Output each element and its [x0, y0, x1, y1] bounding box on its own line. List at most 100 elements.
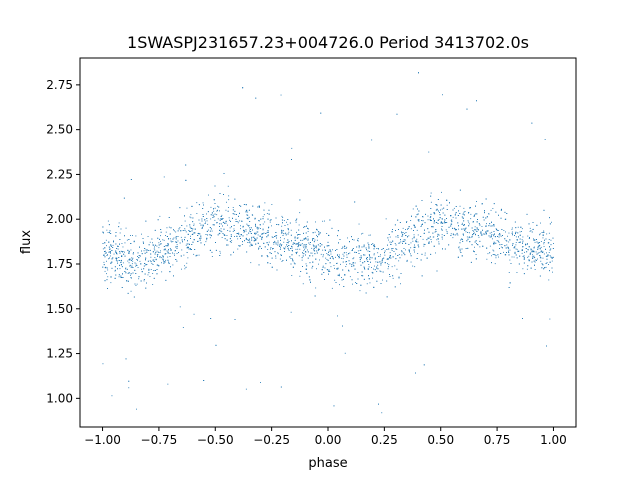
data-point — [474, 214, 475, 216]
data-point — [463, 211, 465, 213]
data-point — [501, 229, 503, 230]
data-point — [310, 252, 312, 254]
data-point — [498, 236, 500, 238]
data-point — [450, 223, 452, 225]
data-point — [421, 225, 422, 227]
data-point — [166, 245, 168, 247]
data-point — [238, 233, 240, 235]
data-point — [536, 259, 537, 261]
data-point — [102, 363, 104, 365]
data-point — [163, 262, 165, 264]
data-point — [519, 234, 521, 236]
data-point — [456, 233, 458, 235]
data-point — [224, 238, 226, 240]
data-point — [235, 221, 237, 222]
data-point — [416, 229, 418, 231]
data-point — [176, 260, 178, 262]
data-point — [224, 222, 225, 224]
data-point — [158, 244, 160, 246]
data-point — [295, 252, 297, 254]
data-point — [329, 219, 331, 221]
data-point — [458, 246, 460, 248]
data-point — [537, 252, 539, 254]
data-point — [369, 234, 371, 236]
data-point — [267, 243, 269, 245]
data-point — [295, 248, 297, 250]
data-point — [470, 261, 472, 263]
data-point — [432, 226, 434, 228]
data-point — [222, 225, 223, 227]
data-point — [437, 233, 439, 235]
data-point — [367, 242, 369, 244]
data-point — [373, 254, 375, 256]
data-point — [370, 261, 371, 263]
data-point — [337, 267, 339, 269]
data-point — [263, 209, 265, 211]
data-point — [438, 241, 440, 243]
data-point — [401, 232, 403, 234]
data-point — [463, 214, 465, 216]
data-point — [299, 199, 301, 201]
data-point — [156, 250, 158, 252]
data-point — [371, 244, 373, 245]
data-point — [531, 261, 533, 263]
data-point — [325, 263, 327, 265]
data-point — [148, 272, 150, 274]
data-point — [143, 250, 145, 252]
data-point — [261, 238, 263, 240]
data-point — [219, 193, 221, 194]
data-point — [405, 235, 407, 236]
data-point — [232, 213, 234, 215]
data-point — [108, 224, 110, 226]
data-point — [471, 235, 473, 237]
data-point — [357, 239, 358, 241]
data-point — [527, 265, 529, 267]
data-point — [358, 245, 360, 247]
data-point — [410, 253, 411, 255]
data-point — [537, 246, 539, 248]
data-point — [364, 254, 366, 256]
data-point — [509, 282, 511, 284]
data-point — [201, 218, 203, 220]
data-point — [495, 211, 497, 213]
data-point — [268, 226, 270, 228]
data-point — [473, 233, 474, 234]
data-point — [219, 255, 221, 256]
data-point — [493, 235, 494, 237]
data-point — [234, 210, 236, 212]
data-point — [240, 228, 241, 230]
data-point — [128, 239, 130, 240]
data-point — [463, 220, 465, 222]
data-point — [155, 251, 157, 253]
data-point — [257, 242, 259, 244]
data-point — [110, 262, 112, 264]
data-point — [399, 257, 401, 259]
data-point — [107, 288, 108, 289]
data-point — [455, 212, 457, 214]
data-point — [205, 221, 206, 223]
data-point — [395, 230, 396, 231]
data-point — [159, 215, 161, 217]
data-point — [464, 211, 466, 212]
data-point — [294, 236, 296, 238]
data-point — [522, 256, 524, 257]
data-point — [311, 252, 313, 254]
y-tick-label: 2.75 — [46, 78, 73, 92]
data-point — [494, 254, 496, 256]
chart-title: 1SWASPJ231657.23+004726.0 Period 3413702… — [127, 33, 529, 52]
data-point — [316, 228, 317, 230]
data-point — [480, 234, 482, 236]
data-point — [245, 211, 247, 213]
data-point — [164, 253, 166, 255]
data-point — [272, 248, 273, 250]
data-point — [390, 244, 392, 245]
data-point — [211, 251, 213, 253]
data-point — [331, 287, 333, 289]
data-point — [433, 218, 434, 220]
data-point — [514, 235, 515, 236]
data-point — [289, 222, 291, 224]
data-point — [400, 239, 401, 241]
data-point — [413, 236, 415, 238]
data-point — [344, 247, 345, 249]
data-point — [452, 209, 454, 211]
